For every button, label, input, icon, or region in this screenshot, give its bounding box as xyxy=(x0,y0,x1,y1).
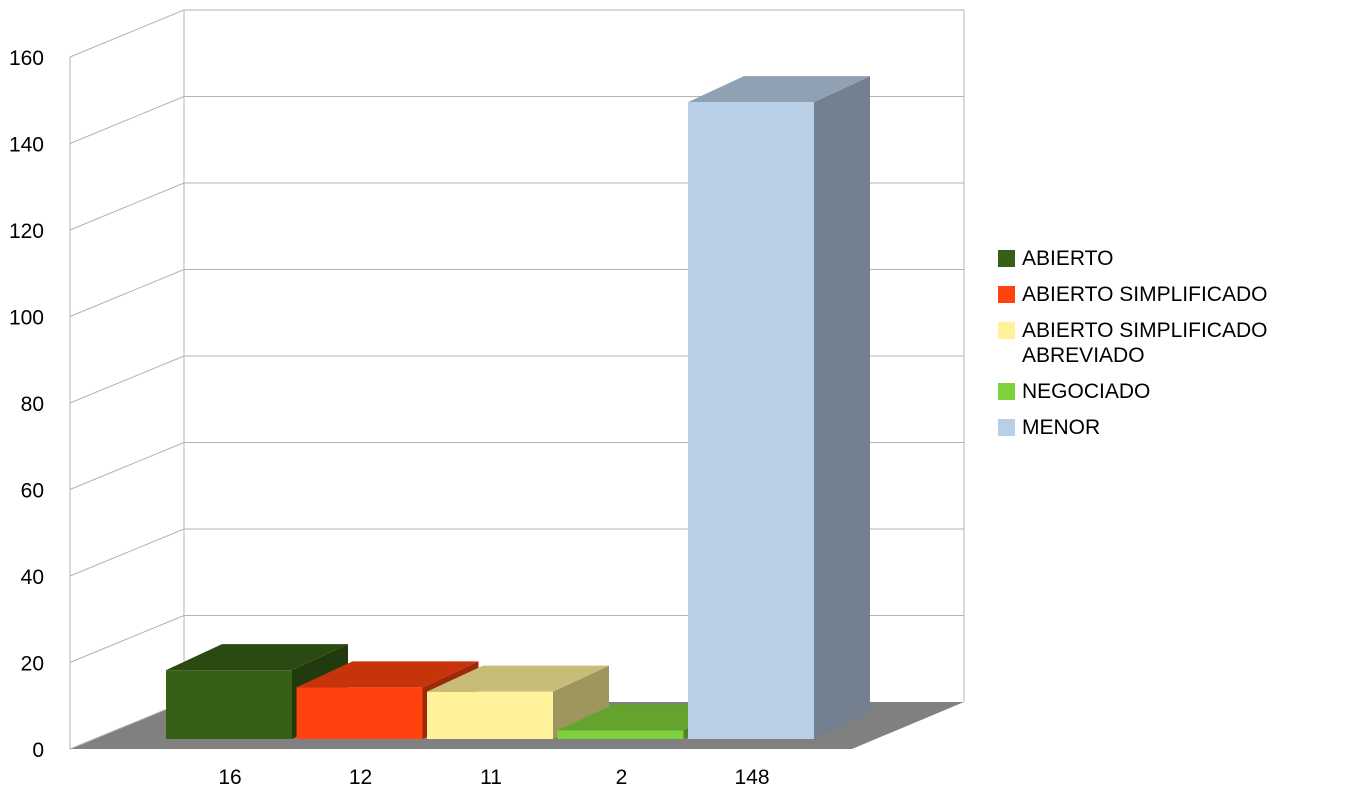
bar-front-face xyxy=(296,687,423,739)
legend-item: ABIERTO SIMPLIFICADO ABREVIADO xyxy=(998,318,1358,368)
bar-2 xyxy=(427,665,609,739)
legend-swatch xyxy=(998,383,1015,400)
bar-side-face xyxy=(553,665,609,739)
y-tick-label: 60 xyxy=(21,480,44,503)
gridline-side xyxy=(69,615,185,663)
gridline-side xyxy=(69,442,185,490)
y-tick-label: 0 xyxy=(32,739,44,762)
legend-label: MENOR xyxy=(1022,416,1101,439)
y-tick-label: 80 xyxy=(21,393,44,416)
bar-top-face xyxy=(427,665,609,692)
chart-legend: ABIERTO ABIERTO SIMPLIFICADO ABIERTO SIMPL… xyxy=(998,246,1358,451)
bar-front-face xyxy=(688,102,814,739)
x-category-label: 2 xyxy=(616,766,628,789)
x-category-label: 12 xyxy=(349,766,372,789)
y-tick-label: 20 xyxy=(21,653,44,676)
legend-item: ABIERTO SIMPLIFICADO xyxy=(998,282,1358,307)
bar-front-face xyxy=(557,730,684,739)
bar-top-face xyxy=(296,661,479,688)
legend-label: ABIERTO xyxy=(1022,247,1114,270)
legend-label: ABIERTO SIMPLIFICADO xyxy=(1022,283,1268,306)
gridline-side xyxy=(69,701,185,750)
bar-4 xyxy=(688,76,870,739)
legend-item: MENOR xyxy=(998,415,1358,440)
y-tick-label: 40 xyxy=(21,566,44,589)
legend-swatch xyxy=(998,419,1015,436)
legend-item: NEGOCIADO xyxy=(998,379,1358,404)
y-tick-label: 140 xyxy=(9,134,44,157)
bar-top-face xyxy=(166,644,348,671)
bar-side-face xyxy=(814,76,870,739)
legend-swatch xyxy=(998,286,1015,303)
legend-item: ABIERTO xyxy=(998,246,1358,271)
y-tick-label: 120 xyxy=(9,220,44,243)
gridline-side xyxy=(69,182,185,231)
gridline-side xyxy=(69,355,185,404)
gridline-side xyxy=(69,96,185,144)
bar-front-face xyxy=(166,670,292,739)
x-category-label: 148 xyxy=(734,766,769,789)
x-category-label: 16 xyxy=(218,766,241,789)
gridline-side xyxy=(69,269,185,317)
legend-label: NEGOCIADO xyxy=(1022,380,1151,403)
gridline-side xyxy=(69,9,185,58)
y-tick-label: 100 xyxy=(9,307,44,330)
legend-swatch xyxy=(998,322,1015,339)
legend-label: ABIERTO SIMPLIFICADO ABREVIADO xyxy=(1022,319,1268,367)
x-category-label: 11 xyxy=(480,766,502,789)
legend-swatch xyxy=(998,250,1015,267)
bar-top-face xyxy=(688,76,870,103)
bar-front-face xyxy=(427,691,553,739)
gridline-side xyxy=(69,528,185,577)
y-tick-label: 160 xyxy=(9,47,44,70)
